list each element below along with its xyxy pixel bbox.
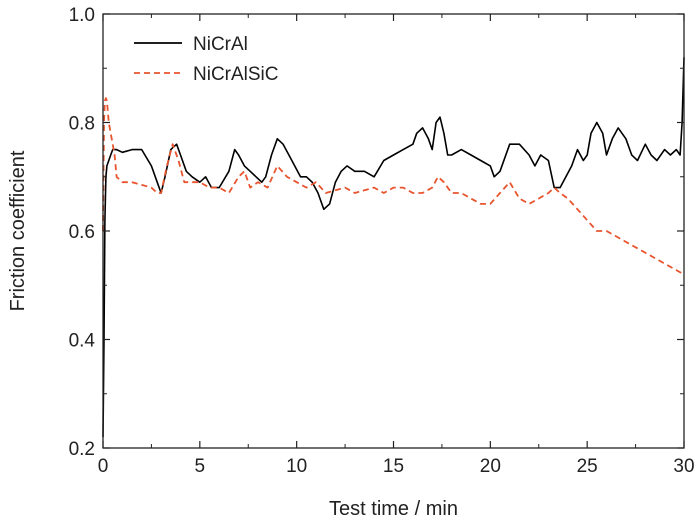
x-tick-label: 25 (577, 456, 598, 477)
x-tick-label: 15 (383, 456, 404, 477)
y-tick-label: 0.8 (69, 114, 95, 135)
y-tick-label: 1.0 (69, 5, 95, 26)
y-tick-label: 0.6 (69, 222, 95, 243)
series-line-nicral (102, 57, 685, 438)
x-tick-label: 10 (286, 456, 307, 477)
x-tick-label: 20 (480, 456, 501, 477)
x-tick-label: 0 (98, 456, 109, 477)
y-tick-label: 0.4 (69, 331, 96, 352)
x-axis-label: Test time / min (329, 498, 458, 520)
axis-ticks: 0 5 10 15 20 25 30 0.2 0.4 0.6 0.8 1.0 (69, 5, 695, 477)
legend: NiCrAl NiCrAlSiC (134, 34, 279, 85)
legend-label-nicralsic: NiCrAlSiC (193, 64, 279, 85)
series-line-nicralsic (102, 97, 685, 276)
y-tick-label: 0.2 (69, 439, 95, 460)
legend-label-nicral: NiCrAl (193, 34, 248, 55)
plot-area (102, 13, 685, 449)
x-tick-label: 5 (195, 456, 206, 477)
y-axis-label: Friction coefficient (7, 150, 29, 311)
x-tick-label: 30 (673, 456, 694, 477)
